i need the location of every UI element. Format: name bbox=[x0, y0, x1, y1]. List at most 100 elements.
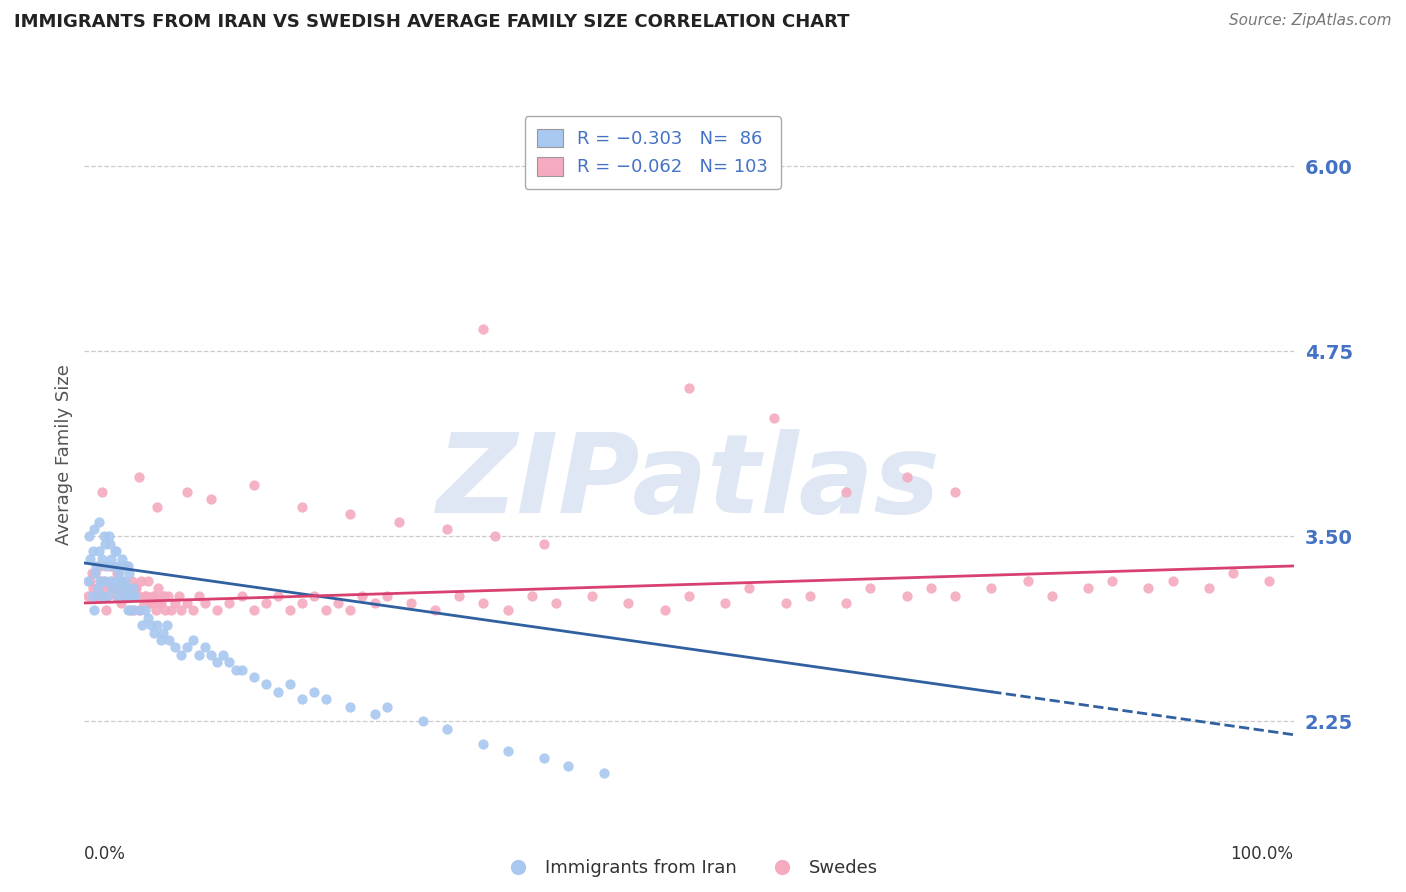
Point bbox=[1222, 566, 1244, 581]
Point bbox=[165, 596, 187, 610]
Point bbox=[654, 603, 676, 617]
Point bbox=[148, 596, 170, 610]
Point bbox=[111, 581, 134, 595]
Point bbox=[315, 692, 337, 706]
Point bbox=[835, 484, 858, 499]
Point bbox=[200, 648, 222, 662]
Point bbox=[86, 589, 108, 603]
Point bbox=[155, 603, 177, 617]
Point bbox=[83, 603, 105, 617]
Point bbox=[544, 596, 567, 610]
Point bbox=[100, 551, 122, 566]
Point bbox=[920, 581, 942, 595]
Point bbox=[291, 596, 314, 610]
Point bbox=[146, 500, 169, 514]
Point bbox=[96, 589, 118, 603]
Point bbox=[225, 663, 247, 677]
Point bbox=[980, 581, 1002, 595]
Point bbox=[152, 589, 174, 603]
Point bbox=[181, 603, 204, 617]
Point bbox=[1101, 574, 1123, 588]
Point bbox=[1077, 581, 1099, 595]
Point bbox=[484, 529, 506, 543]
Point bbox=[328, 596, 350, 610]
Point bbox=[115, 581, 138, 595]
Point bbox=[896, 470, 918, 484]
Point bbox=[363, 706, 385, 721]
Point bbox=[134, 603, 156, 617]
Point bbox=[114, 574, 136, 588]
Point bbox=[87, 515, 110, 529]
Point bbox=[149, 596, 172, 610]
Point bbox=[170, 648, 193, 662]
Point bbox=[533, 751, 555, 765]
Point bbox=[118, 589, 141, 603]
Point bbox=[242, 670, 264, 684]
Point bbox=[79, 551, 101, 566]
Point bbox=[124, 581, 146, 595]
Point bbox=[436, 722, 458, 736]
Point bbox=[138, 596, 160, 610]
Point bbox=[254, 596, 277, 610]
Point bbox=[90, 589, 112, 603]
Point bbox=[291, 500, 314, 514]
Point bbox=[86, 589, 108, 603]
Point bbox=[167, 589, 190, 603]
Point bbox=[375, 699, 398, 714]
Point bbox=[108, 566, 131, 581]
Point bbox=[146, 618, 169, 632]
Point bbox=[302, 589, 325, 603]
Point bbox=[399, 596, 422, 610]
Point bbox=[496, 603, 519, 617]
Point bbox=[762, 411, 785, 425]
Point bbox=[97, 529, 120, 543]
Point bbox=[188, 589, 211, 603]
Point bbox=[153, 589, 176, 603]
Point bbox=[110, 596, 132, 610]
Text: 0.0%: 0.0% bbox=[84, 845, 127, 863]
Point bbox=[94, 537, 117, 551]
Point bbox=[176, 596, 198, 610]
Point bbox=[165, 640, 187, 655]
Point bbox=[156, 589, 179, 603]
Point bbox=[194, 640, 217, 655]
Point bbox=[557, 759, 579, 773]
Point bbox=[423, 603, 446, 617]
Point bbox=[93, 529, 115, 543]
Point bbox=[472, 737, 495, 751]
Point bbox=[436, 522, 458, 536]
Point bbox=[859, 581, 882, 595]
Point bbox=[135, 589, 157, 603]
Point bbox=[207, 603, 229, 617]
Point bbox=[160, 603, 183, 617]
Point bbox=[302, 685, 325, 699]
Point bbox=[103, 558, 125, 573]
Point bbox=[105, 566, 128, 581]
Point bbox=[212, 648, 235, 662]
Point bbox=[714, 596, 737, 610]
Point bbox=[188, 648, 211, 662]
Point bbox=[86, 581, 108, 595]
Point bbox=[278, 677, 301, 691]
Point bbox=[122, 603, 145, 617]
Point bbox=[138, 574, 160, 588]
Point bbox=[120, 589, 142, 603]
Point bbox=[267, 685, 290, 699]
Point bbox=[200, 492, 222, 507]
Point bbox=[101, 581, 124, 595]
Point bbox=[194, 596, 217, 610]
Text: Source: ZipAtlas.com: Source: ZipAtlas.com bbox=[1229, 13, 1392, 29]
Point bbox=[143, 625, 166, 640]
Point bbox=[1258, 574, 1281, 588]
Point bbox=[89, 558, 111, 573]
Point bbox=[278, 603, 301, 617]
Point bbox=[142, 589, 165, 603]
Point bbox=[112, 581, 135, 595]
Point bbox=[129, 574, 152, 588]
Point bbox=[139, 596, 162, 610]
Point bbox=[104, 581, 127, 595]
Point bbox=[139, 618, 162, 632]
Point bbox=[89, 574, 111, 588]
Point bbox=[86, 558, 108, 573]
Point bbox=[1017, 574, 1039, 588]
